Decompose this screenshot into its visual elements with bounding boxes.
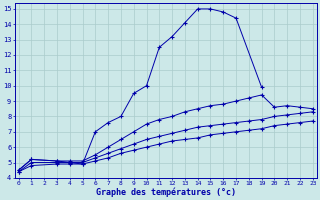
X-axis label: Graphe des températures (°c): Graphe des températures (°c) (96, 188, 236, 197)
